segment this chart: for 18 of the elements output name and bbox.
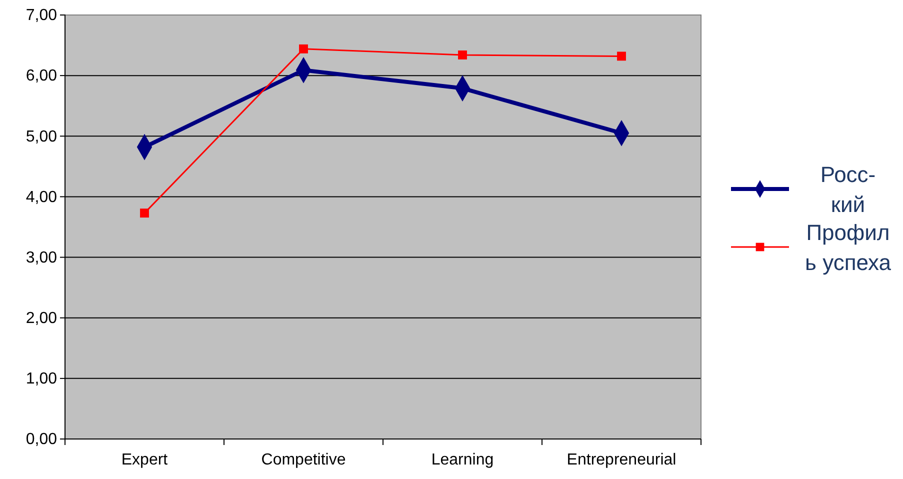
y-tick-label: 2,00 xyxy=(26,310,58,327)
y-tick-label: 7,00 xyxy=(26,7,58,24)
x-tick-label: Learning xyxy=(431,451,494,468)
point xyxy=(458,50,467,60)
x-tick-label: Competitive xyxy=(261,451,346,468)
y-tick-label: 4,00 xyxy=(26,188,58,206)
y-tick-label: 0,00 xyxy=(26,431,58,448)
point xyxy=(140,208,149,218)
x-tick-label: Entrepreneurial xyxy=(566,451,676,468)
legend-label: Профил ь успеха xyxy=(805,220,892,275)
y-tick-label: 5,00 xyxy=(26,128,58,146)
y-tick-label: 6,00 xyxy=(26,68,58,85)
point xyxy=(299,44,308,54)
x-tick-label: Expert xyxy=(121,451,168,468)
legend-label: Росс- кий xyxy=(820,162,876,217)
y-tick-label: 1,00 xyxy=(26,370,58,388)
point xyxy=(617,52,626,61)
y-tick-label: 3,00 xyxy=(26,249,58,266)
